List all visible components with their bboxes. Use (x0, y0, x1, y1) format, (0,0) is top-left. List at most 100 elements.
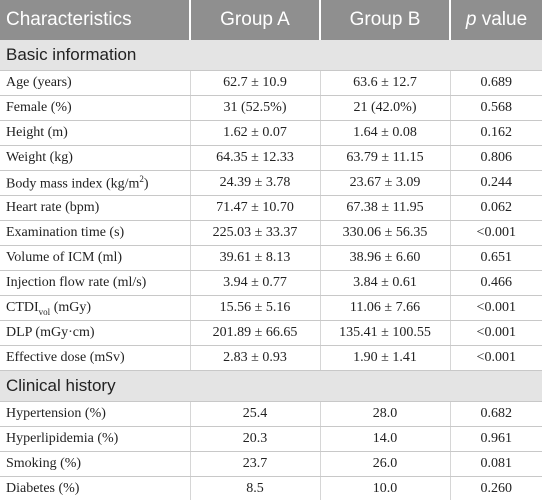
data-row: Smoking (%) 23.7 26.0 0.081 (0, 451, 542, 477)
cell-value: 0.062 (450, 195, 542, 221)
cell-value: 15.56 ± 5.16 (190, 295, 321, 321)
cell-value: 330.06 ± 56.35 (320, 220, 451, 246)
subscript: vol (38, 306, 51, 317)
section-title: Clinical history (0, 370, 542, 402)
data-row: Height (m) 1.62 ± 0.07 1.64 ± 0.08 0.162 (0, 120, 542, 146)
data-row: Hypertension (%) 25.4 28.0 0.682 (0, 401, 542, 427)
data-row: Examination time (s) 225.03 ± 33.37 330.06… (0, 220, 542, 246)
cell-value: 20.3 (190, 426, 321, 452)
column-header: Group A (190, 0, 321, 40)
cell-value: 225.03 ± 33.37 (190, 220, 321, 246)
label-text: ) (143, 176, 149, 192)
cell-value: 63.79 ± 11.15 (320, 145, 451, 171)
cell-value: 28.0 (320, 401, 451, 427)
column-header: Group B (320, 0, 451, 40)
section-row: Basic information (0, 40, 542, 71)
data-row: Female (%) 31 (52.5%) 21 (42.0%) 0.568 (0, 95, 542, 121)
cell-value: 0.466 (450, 270, 542, 296)
data-row: Weight (kg) 64.35 ± 12.33 63.79 ± 11.15 0.8… (0, 145, 542, 171)
cell-value: 0.081 (450, 451, 542, 477)
data-row: Injection flow rate (ml/s) 3.94 ± 0.77 3.8… (0, 270, 542, 296)
cell-value: 31 (52.5%) (190, 95, 321, 121)
cell-value: 0.806 (450, 145, 542, 171)
row-label: Height (m) (0, 120, 191, 146)
data-row: Heart rate (bpm) 71.47 ± 10.70 67.38 ± 11.… (0, 195, 542, 221)
cell-value: 0.260 (450, 476, 542, 500)
row-label: CTDIvol (mGy) (0, 295, 191, 321)
cell-value: 135.41 ± 100.55 (320, 320, 451, 346)
section-row: Clinical history (0, 370, 542, 402)
row-label: DLP (mGy·cm) (0, 320, 191, 346)
cell-value: 26.0 (320, 451, 451, 477)
table-body: Basic information Age (years) 62.7 ± 10.9 6… (0, 40, 542, 500)
cell-value: 63.6 ± 12.7 (320, 70, 451, 96)
cell-value: 3.84 ± 0.61 (320, 270, 451, 296)
cell-value: 39.61 ± 8.13 (190, 245, 321, 271)
data-row: Hyperlipidemia (%) 20.3 14.0 0.961 (0, 426, 542, 452)
section-title: Basic information (0, 40, 542, 71)
label-text: CTDI (6, 299, 39, 315)
row-label: Effective dose (mSv) (0, 345, 191, 371)
cell-value: 0.162 (450, 120, 542, 146)
cell-value: 2.83 ± 0.93 (190, 345, 321, 371)
row-label: Diabetes (%) (0, 476, 191, 500)
row-label: Body mass index (kg/m2) (0, 170, 191, 196)
label-text: Body mass index (kg/m (6, 176, 140, 192)
row-label: Smoking (%) (0, 451, 191, 477)
label-text: value (476, 9, 528, 30)
cell-value: 0.961 (450, 426, 542, 452)
label-text: (mGy) (50, 299, 92, 315)
data-row: Age (years) 62.7 ± 10.9 63.6 ± 12.7 0.689 (0, 70, 542, 96)
cell-value: 64.35 ± 12.33 (190, 145, 321, 171)
cell-value: 38.96 ± 6.60 (320, 245, 451, 271)
cell-value: 14.0 (320, 426, 451, 452)
row-label: Volume of ICM (ml) (0, 245, 191, 271)
cell-value: 0.689 (450, 70, 542, 96)
cell-value: 25.4 (190, 401, 321, 427)
row-label: Heart rate (bpm) (0, 195, 191, 221)
cell-value: 3.94 ± 0.77 (190, 270, 321, 296)
cell-value: 21 (42.0%) (320, 95, 451, 121)
cell-value: 11.06 ± 7.66 (320, 295, 451, 321)
cell-value: 1.90 ± 1.41 (320, 345, 451, 371)
cell-value: 10.0 (320, 476, 451, 500)
cell-value: <0.001 (450, 320, 542, 346)
data-row: Diabetes (%) 8.5 10.0 0.260 (0, 476, 542, 500)
cell-value: <0.001 (450, 345, 542, 371)
cell-value: 0.568 (450, 95, 542, 121)
cell-value: 0.682 (450, 401, 542, 427)
superscript: 2 (139, 173, 144, 184)
row-label: Hypertension (%) (0, 401, 191, 427)
cell-value: 67.38 ± 11.95 (320, 195, 451, 221)
data-row: DLP (mGy·cm) 201.89 ± 66.65 135.41 ± 100.5… (0, 320, 542, 346)
cell-value: 1.62 ± 0.07 (190, 120, 321, 146)
cell-value: 0.244 (450, 170, 542, 196)
italic-text: p (465, 9, 477, 30)
cell-value: 24.39 ± 3.78 (190, 170, 321, 196)
column-header: p value (450, 0, 542, 40)
cell-value: 62.7 ± 10.9 (190, 70, 321, 96)
row-label: Female (%) (0, 95, 191, 121)
row-label: Injection flow rate (ml/s) (0, 270, 191, 296)
cell-value: <0.001 (450, 295, 542, 321)
cell-value: <0.001 (450, 220, 542, 246)
cell-value: 23.7 (190, 451, 321, 477)
cell-value: 1.64 ± 0.08 (320, 120, 451, 146)
data-row: Effective dose (mSv) 2.83 ± 0.93 1.90 ± 1.… (0, 345, 542, 371)
cell-value: 0.651 (450, 245, 542, 271)
column-header: Characteristics (0, 0, 191, 40)
row-label: Hyperlipidemia (%) (0, 426, 191, 452)
row-label: Examination time (s) (0, 220, 191, 246)
row-label: Age (years) (0, 70, 191, 96)
data-row: Volume of ICM (ml) 39.61 ± 8.13 38.96 ± 6.… (0, 245, 542, 271)
cell-value: 201.89 ± 66.65 (190, 320, 321, 346)
cell-value: 23.67 ± 3.09 (320, 170, 451, 196)
cell-value: 71.47 ± 10.70 (190, 195, 321, 221)
row-label: Weight (kg) (0, 145, 191, 171)
data-row: CTDIvol (mGy) 15.56 ± 5.16 11.06 ± 7.66 <0.… (0, 295, 542, 321)
data-row: Body mass index (kg/m2) 24.39 ± 3.78 23.67… (0, 170, 542, 196)
cell-value: 8.5 (190, 476, 321, 500)
